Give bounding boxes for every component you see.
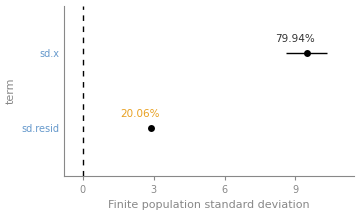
Text: 79.94%: 79.94% bbox=[275, 34, 315, 44]
X-axis label: Finite population standard deviation: Finite population standard deviation bbox=[108, 200, 310, 210]
Y-axis label: term: term bbox=[5, 78, 15, 104]
Text: 20.06%: 20.06% bbox=[120, 109, 159, 119]
